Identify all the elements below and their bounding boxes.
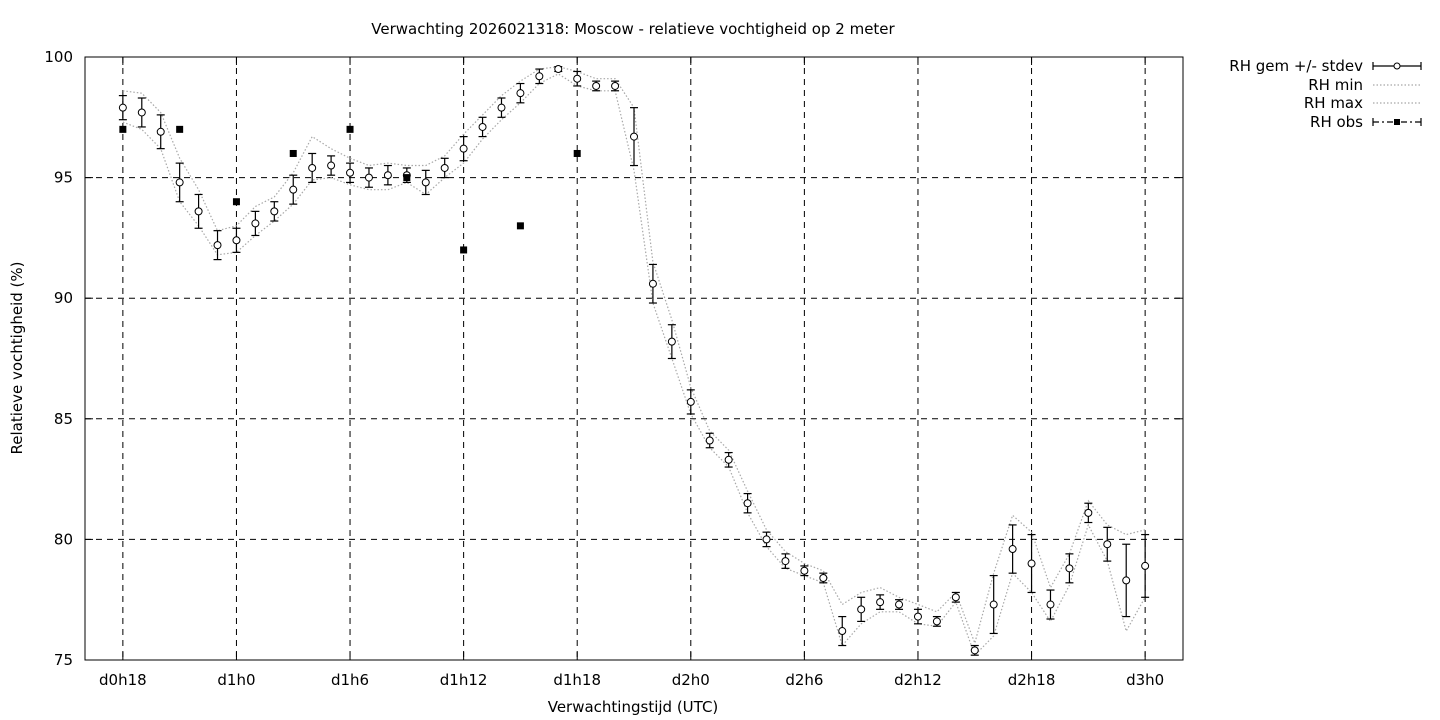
obs-point <box>346 125 354 133</box>
x-tick-label: d1h12 <box>440 671 488 689</box>
mean-point <box>573 74 582 83</box>
mean-point <box>251 219 260 228</box>
y-tick-label: 95 <box>54 169 73 187</box>
chart-title: Verwachting 2026021318: Moscow - relatie… <box>371 20 895 38</box>
mean-point <box>1027 559 1036 568</box>
x-tick-label: d1h18 <box>553 671 601 689</box>
mean-point <box>762 535 771 544</box>
mean-point <box>743 499 752 508</box>
y-tick-label: 80 <box>54 530 73 548</box>
mean-point <box>838 627 847 636</box>
mean-point <box>213 241 222 250</box>
mean-point <box>705 436 714 445</box>
mean-point <box>478 122 487 131</box>
mean-point <box>1122 576 1131 585</box>
mean-point <box>989 600 998 609</box>
mean-point <box>1065 564 1074 573</box>
mean-point <box>1103 540 1112 549</box>
mean-point <box>194 207 203 216</box>
mean-point <box>1046 600 1055 609</box>
mean-point <box>611 81 620 90</box>
x-tick-label: d1h6 <box>331 671 369 689</box>
mean-point <box>232 236 241 245</box>
grid-lines <box>85 57 1183 660</box>
mean-point <box>819 573 828 582</box>
mean-point <box>1008 545 1017 554</box>
mean-point <box>970 646 979 655</box>
obs-point <box>119 125 127 133</box>
x-tick-label: d0h18 <box>99 671 147 689</box>
mean-point <box>118 103 127 112</box>
mean-point <box>932 617 941 626</box>
mean-point <box>1084 508 1093 517</box>
x-tick-label: d2h6 <box>785 671 823 689</box>
y-tick-label: 100 <box>44 48 73 66</box>
mean-point <box>686 397 695 406</box>
x-tick-label: d3h0 <box>1126 671 1164 689</box>
series-rh-mean-stdev <box>118 65 1150 656</box>
mean-point <box>781 557 790 566</box>
obs-point <box>232 198 240 206</box>
mean-point <box>327 161 336 170</box>
obs-point <box>573 149 581 157</box>
obs-point <box>403 174 411 182</box>
y-axis-ticks: 75 80 85 90 95 100 <box>44 48 1183 669</box>
mean-point <box>516 89 525 98</box>
mean-point <box>459 144 468 153</box>
series-rh-obs <box>119 125 581 254</box>
mean-point <box>592 81 601 90</box>
mean-point <box>270 207 279 216</box>
mean-point <box>554 65 563 74</box>
mean-point <box>724 455 733 464</box>
mean-point <box>364 173 373 182</box>
mean-point <box>1141 561 1150 570</box>
legend-label: RH max <box>1304 94 1363 112</box>
legend-label: RH obs <box>1310 113 1363 131</box>
y-tick-label: 90 <box>54 289 73 307</box>
mean-point <box>648 279 657 288</box>
mean-point <box>800 566 809 575</box>
mean-point <box>630 132 638 141</box>
mean-point <box>857 605 866 614</box>
obs-point <box>176 125 184 133</box>
mean-point <box>440 163 449 172</box>
y-tick-label: 75 <box>54 651 73 669</box>
mean-point <box>346 168 355 177</box>
x-tick-label: d2h12 <box>894 671 942 689</box>
mean-point <box>383 171 392 180</box>
x-tick-label: d2h18 <box>1008 671 1056 689</box>
mean-point <box>156 127 165 136</box>
obs-point <box>460 246 468 254</box>
x-tick-label: d1h0 <box>217 671 255 689</box>
x-axis-ticks: d0h18 d1h0 d1h6 d1h12 d1h18 d2h0 d2h6 d2h12 d2h1… <box>99 57 1164 689</box>
mean-point <box>289 185 298 194</box>
mean-point <box>895 600 904 609</box>
mean-point <box>497 103 506 112</box>
obs-point <box>289 149 297 157</box>
legend-label: RH min <box>1308 76 1363 94</box>
legend-label: RH gem +/- stdev <box>1229 57 1363 75</box>
obs-point <box>516 222 524 230</box>
legend-swatch-point <box>1393 62 1401 70</box>
mean-point <box>308 163 317 172</box>
y-tick-label: 85 <box>54 410 73 428</box>
x-axis-label: Verwachtingstijd (UTC) <box>548 698 719 716</box>
y-axis-label: Relatieve vochtigheid (%) <box>8 261 26 454</box>
mean-point <box>667 337 676 346</box>
mean-point <box>421 178 430 187</box>
mean-point <box>175 178 184 187</box>
plot-frame <box>84 56 1184 661</box>
mean-point <box>137 108 146 117</box>
mean-point <box>876 598 885 607</box>
mean-point <box>913 612 922 621</box>
legend-swatch-square <box>1394 119 1400 125</box>
x-tick-label: d2h0 <box>672 671 710 689</box>
mean-point <box>951 593 960 602</box>
mean-point <box>535 72 544 81</box>
